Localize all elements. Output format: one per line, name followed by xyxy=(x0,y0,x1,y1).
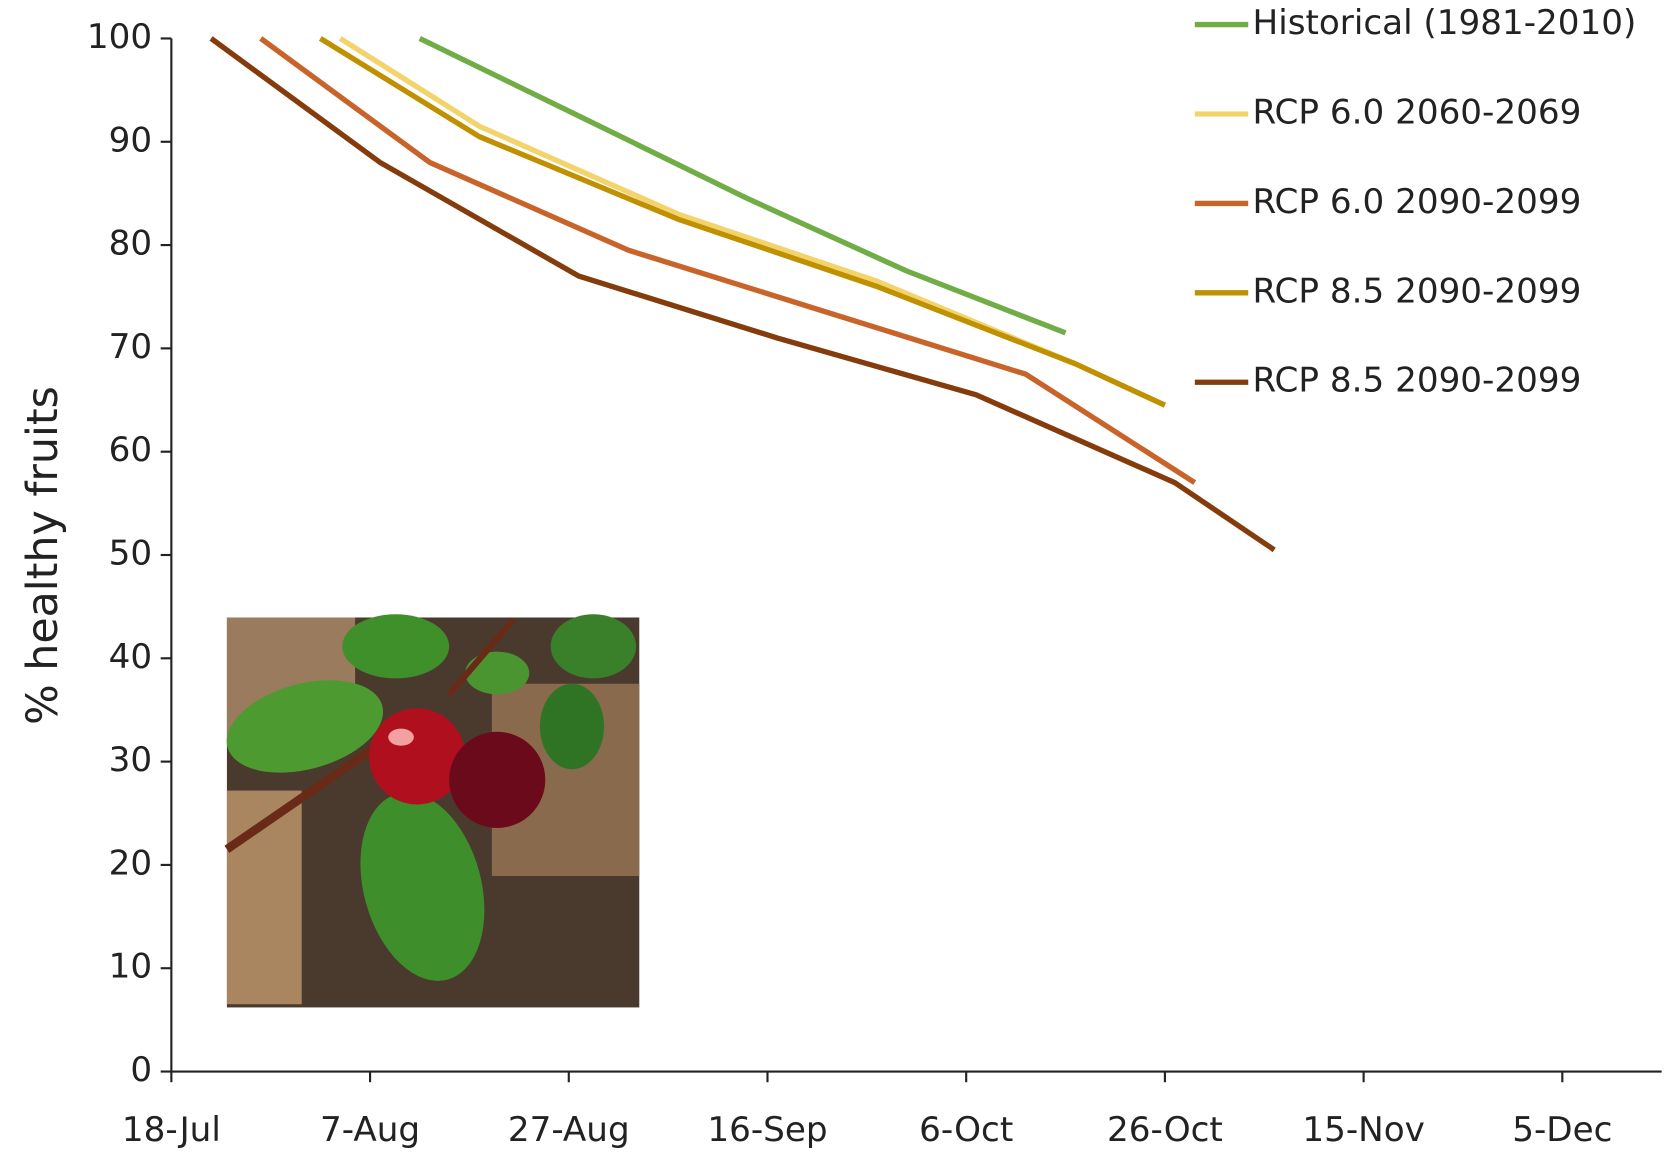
series-line xyxy=(261,38,1195,482)
x-tick-label: 5-Dec xyxy=(1512,1110,1612,1150)
y-tick-label: 0 xyxy=(130,1050,152,1090)
y-tick-label: 10 xyxy=(109,947,152,987)
x-tick-label: 7-Aug xyxy=(320,1110,420,1150)
x-tick-label: 16-Sep xyxy=(707,1110,827,1150)
series-line xyxy=(320,38,1165,405)
legend-label: RCP 8.5 2090-2099 xyxy=(1253,361,1582,401)
series-line xyxy=(211,38,1274,549)
x-tick-label: 15-Nov xyxy=(1302,1110,1425,1150)
legend-label: Historical (1981-2010) xyxy=(1253,3,1637,43)
x-tick-label: 18-Jul xyxy=(122,1110,221,1150)
page: {"chart_data": {"type": "line", "ylabel"… xyxy=(0,0,1676,1157)
series-line xyxy=(420,38,1066,332)
y-axis-label: % healthy fruits xyxy=(18,386,68,725)
y-tick-label: 80 xyxy=(109,224,152,264)
x-tick-label: 26-Oct xyxy=(1107,1110,1223,1150)
legend-label: RCP 8.5 2090-2099 xyxy=(1253,271,1582,311)
x-tick-label: 6-Oct xyxy=(919,1110,1013,1150)
y-tick-label: 50 xyxy=(109,533,152,573)
y-tick-label: 20 xyxy=(109,843,152,883)
y-tick-label: 90 xyxy=(109,120,152,160)
x-tick-label: 27-Aug xyxy=(508,1110,630,1150)
legend-label: RCP 6.0 2060-2069 xyxy=(1253,92,1582,132)
chart: % healthy fruits 0 10 20 30 40 50 60 70 80 90 100 1… xyxy=(0,0,1676,1157)
y-tick-label: 60 xyxy=(109,430,152,470)
legend-label: RCP 6.0 2090-2099 xyxy=(1253,182,1582,222)
y-tick-label: 30 xyxy=(109,740,152,780)
y-tick-label: 70 xyxy=(109,327,152,367)
y-tick-label: 100 xyxy=(87,17,152,57)
y-tick-label: 40 xyxy=(109,637,152,677)
photo xyxy=(216,614,639,1007)
